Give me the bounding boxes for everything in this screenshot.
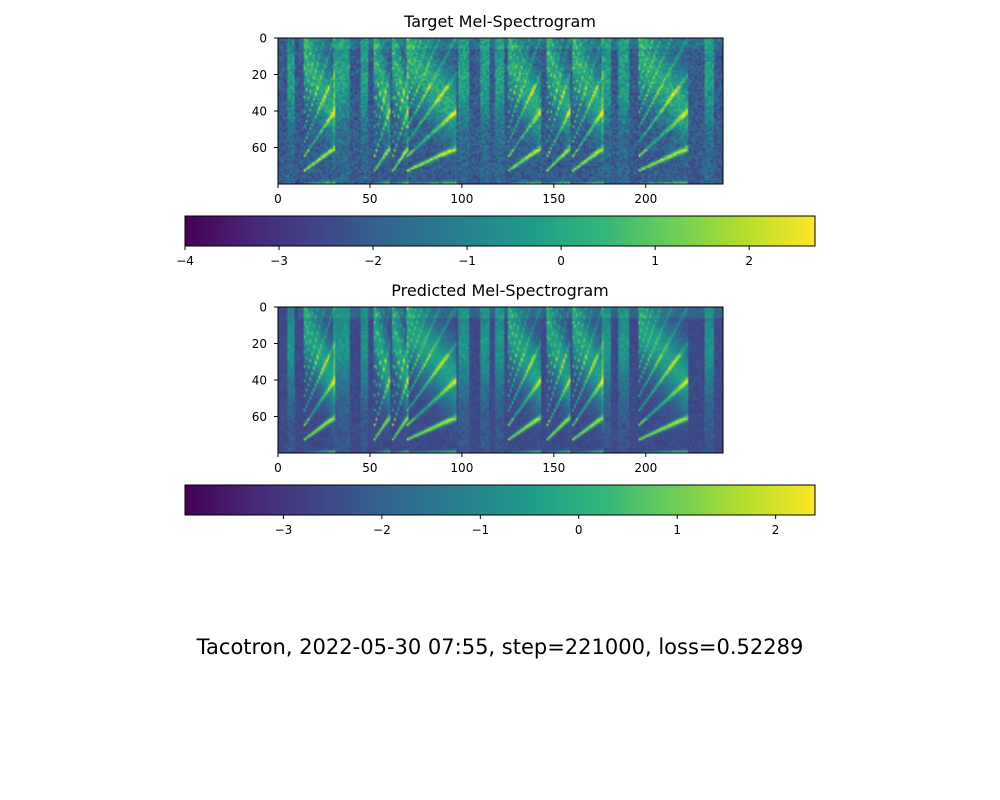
figure-suptitle: Tacotron, 2022-05-30 07:55, step=221000,… [196, 635, 804, 659]
predicted-colorbar-tick-label: −2 [373, 523, 391, 537]
predicted-ytick-label: 60 [252, 410, 267, 424]
predicted-colorbar-frame [184, 484, 816, 516]
target-xtick-label: 150 [542, 192, 565, 206]
target-colorbar-tick-label: −1 [458, 254, 476, 268]
target-colorbar: −4 −3 −2 −1 0 1 2 [176, 215, 816, 268]
predicted-spectrogram-panel: 0 50 100 150 200 0 20 40 60 [252, 301, 724, 476]
predicted-xtick-label: 100 [450, 461, 473, 475]
target-xtick-label: 0 [274, 192, 282, 206]
target-ytick-label: 0 [259, 32, 267, 46]
predicted-colorbar-tick-label: 2 [772, 523, 780, 537]
target-colorbar-tick-label: −2 [364, 254, 382, 268]
target-colorbar-frame [184, 215, 816, 247]
target-colorbar-tick-label: 1 [651, 254, 659, 268]
target-ytick-label: 60 [252, 141, 267, 155]
predicted-ytick-label: 20 [252, 337, 267, 351]
predicted-xtick-label: 50 [362, 461, 377, 475]
predicted-spectrogram-title: Predicted Mel-Spectrogram [391, 281, 609, 300]
target-ytick-label: 40 [252, 105, 267, 119]
predicted-colorbar-tick-label: 1 [673, 523, 681, 537]
predicted-colorbar-tick-label: −3 [275, 523, 293, 537]
predicted-colorbar: −3 −2 −1 0 1 2 [184, 484, 816, 537]
target-colorbar-gradient [185, 216, 815, 246]
target-colorbar-tick-label: 2 [745, 254, 753, 268]
target-xtick-label: 100 [450, 192, 473, 206]
predicted-colorbar-tick-label: −1 [471, 523, 489, 537]
predicted-spectrogram-heatmap [278, 307, 723, 453]
predicted-colorbar-tick-label: 0 [575, 523, 583, 537]
target-xtick-label: 200 [634, 192, 657, 206]
predicted-ytick-label: 0 [259, 301, 267, 315]
predicted-xtick-label: 200 [634, 461, 657, 475]
predicted-colorbar-gradient [185, 485, 815, 515]
predicted-xtick-label: 0 [274, 461, 282, 475]
target-xtick-label: 50 [362, 192, 377, 206]
target-spectrogram-panel: 0 50 100 150 200 0 20 40 60 [252, 32, 724, 207]
target-axes-ticks: 0 50 100 150 200 0 20 40 60 [252, 32, 658, 207]
target-ytick-label: 20 [252, 68, 267, 82]
predicted-axes-ticks: 0 50 100 150 200 0 20 40 60 [252, 301, 658, 476]
target-colorbar-tick-label: −4 [176, 254, 194, 268]
target-spectrogram-title: Target Mel-Spectrogram [404, 12, 596, 31]
predicted-colorbar-ticks: −3 −2 −1 0 1 2 [275, 515, 780, 537]
target-colorbar-tick-label: −3 [270, 254, 288, 268]
target-spectrogram-heatmap [278, 38, 723, 184]
target-colorbar-tick-label: 0 [557, 254, 565, 268]
predicted-xtick-label: 150 [542, 461, 565, 475]
predicted-ytick-label: 40 [252, 374, 267, 388]
target-colorbar-ticks: −4 −3 −2 −1 0 1 2 [176, 246, 753, 268]
